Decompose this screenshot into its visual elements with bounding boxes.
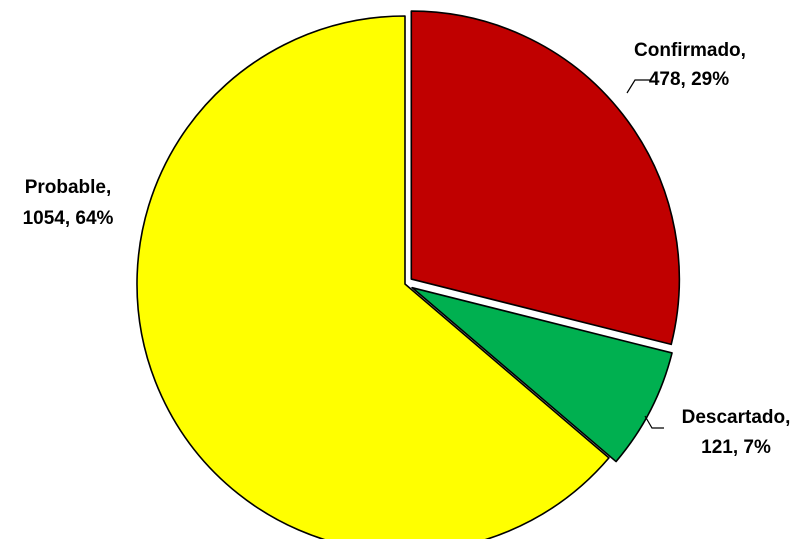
leader-line-confirmado [626,79,651,94]
data-label-descartado-value: 121, 7% [701,437,771,458]
data-label-probable-name: Probable, [25,177,112,198]
data-label-descartado-name: Descartado, [682,407,791,428]
slice-confirmado [410,10,681,346]
slice-probable [136,15,610,539]
leader-line-descartado [644,415,664,429]
data-labels: Confirmado, 478, 29% Descartado, 121, 7%… [23,40,791,458]
pie-slices [136,10,681,539]
data-label-probable-value: 1054, 64% [23,208,114,229]
label-leader-lines [626,79,664,429]
data-label-confirmado-value: 478, 29% [649,69,729,90]
slice-descartado [411,286,673,463]
data-label-confirmado-name: Confirmado, [634,40,746,61]
